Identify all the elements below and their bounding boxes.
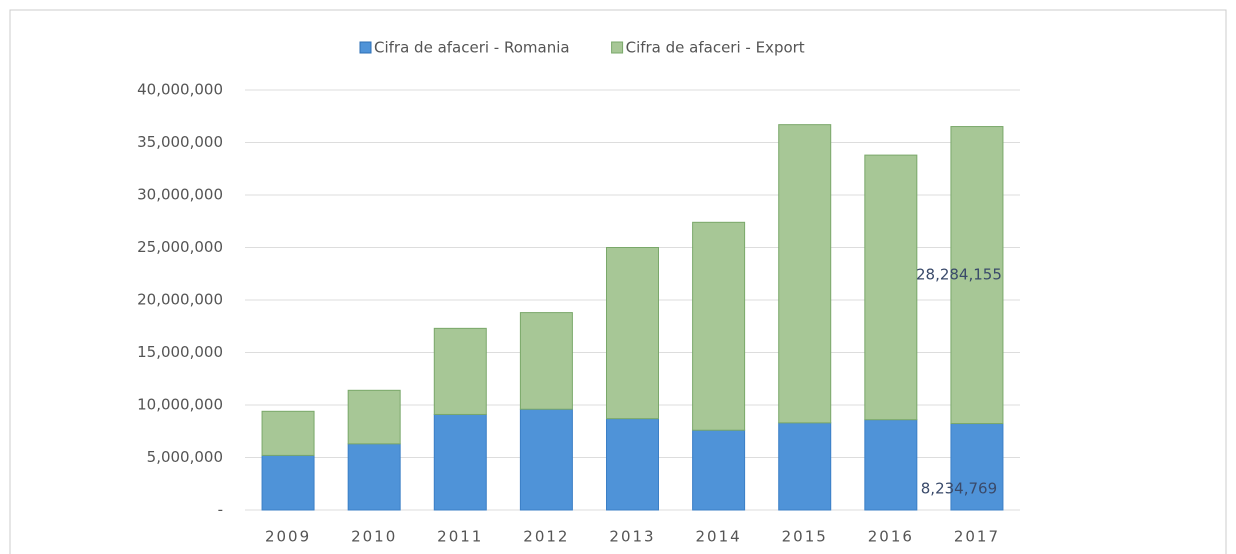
y-tick-label: 30,000,000 [137,186,223,204]
bar-segment [778,124,832,424]
bar-segment [864,419,918,511]
bar-segment [433,413,487,511]
x-tick-label: 2010 [351,528,397,546]
x-tick-label: 2014 [696,528,742,546]
data-label: 28,284,155 [916,266,1002,284]
bar-segment [519,312,573,410]
bar-segment [778,422,832,511]
bar-segment [433,327,487,415]
bar-segment [864,154,918,421]
x-tick-label: 2016 [868,528,914,546]
bar-segment [261,410,315,456]
y-tick-label: 40,000,000 [137,81,223,99]
x-tick-label: 2013 [609,528,655,546]
bar-segment [347,389,401,445]
y-tick-label: - [218,501,223,519]
legend-swatch [611,41,624,54]
bar-segment [692,221,746,431]
y-tick-label: 25,000,000 [137,238,223,256]
legend-label: Cifra de afaceri - Export [626,39,805,57]
bar-segment [347,443,401,511]
y-tick-label: 35,000,000 [137,133,223,151]
legend-label: Cifra de afaceri - Romania [374,39,570,57]
y-tick-label: 10,000,000 [137,396,223,414]
bar-segment [606,247,659,420]
bar-segment [261,454,315,511]
x-tick-label: 2011 [437,528,483,546]
x-tick-label: 2012 [523,528,569,546]
bar-segment [606,418,659,511]
x-tick-label: 2017 [954,528,1000,546]
x-tick-label: 2015 [782,528,828,546]
bar-segment [692,429,746,511]
y-tick-label: 20,000,000 [137,291,223,309]
x-tick-label: 2009 [265,528,311,546]
legend-swatch [359,41,372,54]
bar-segment [950,423,1004,511]
y-tick-label: 15,000,000 [137,343,223,361]
bar-segment [519,408,573,511]
bar-segment [950,126,1004,425]
y-tick-label: 5,000,000 [147,448,223,466]
data-label: 8,234,769 [921,479,997,497]
